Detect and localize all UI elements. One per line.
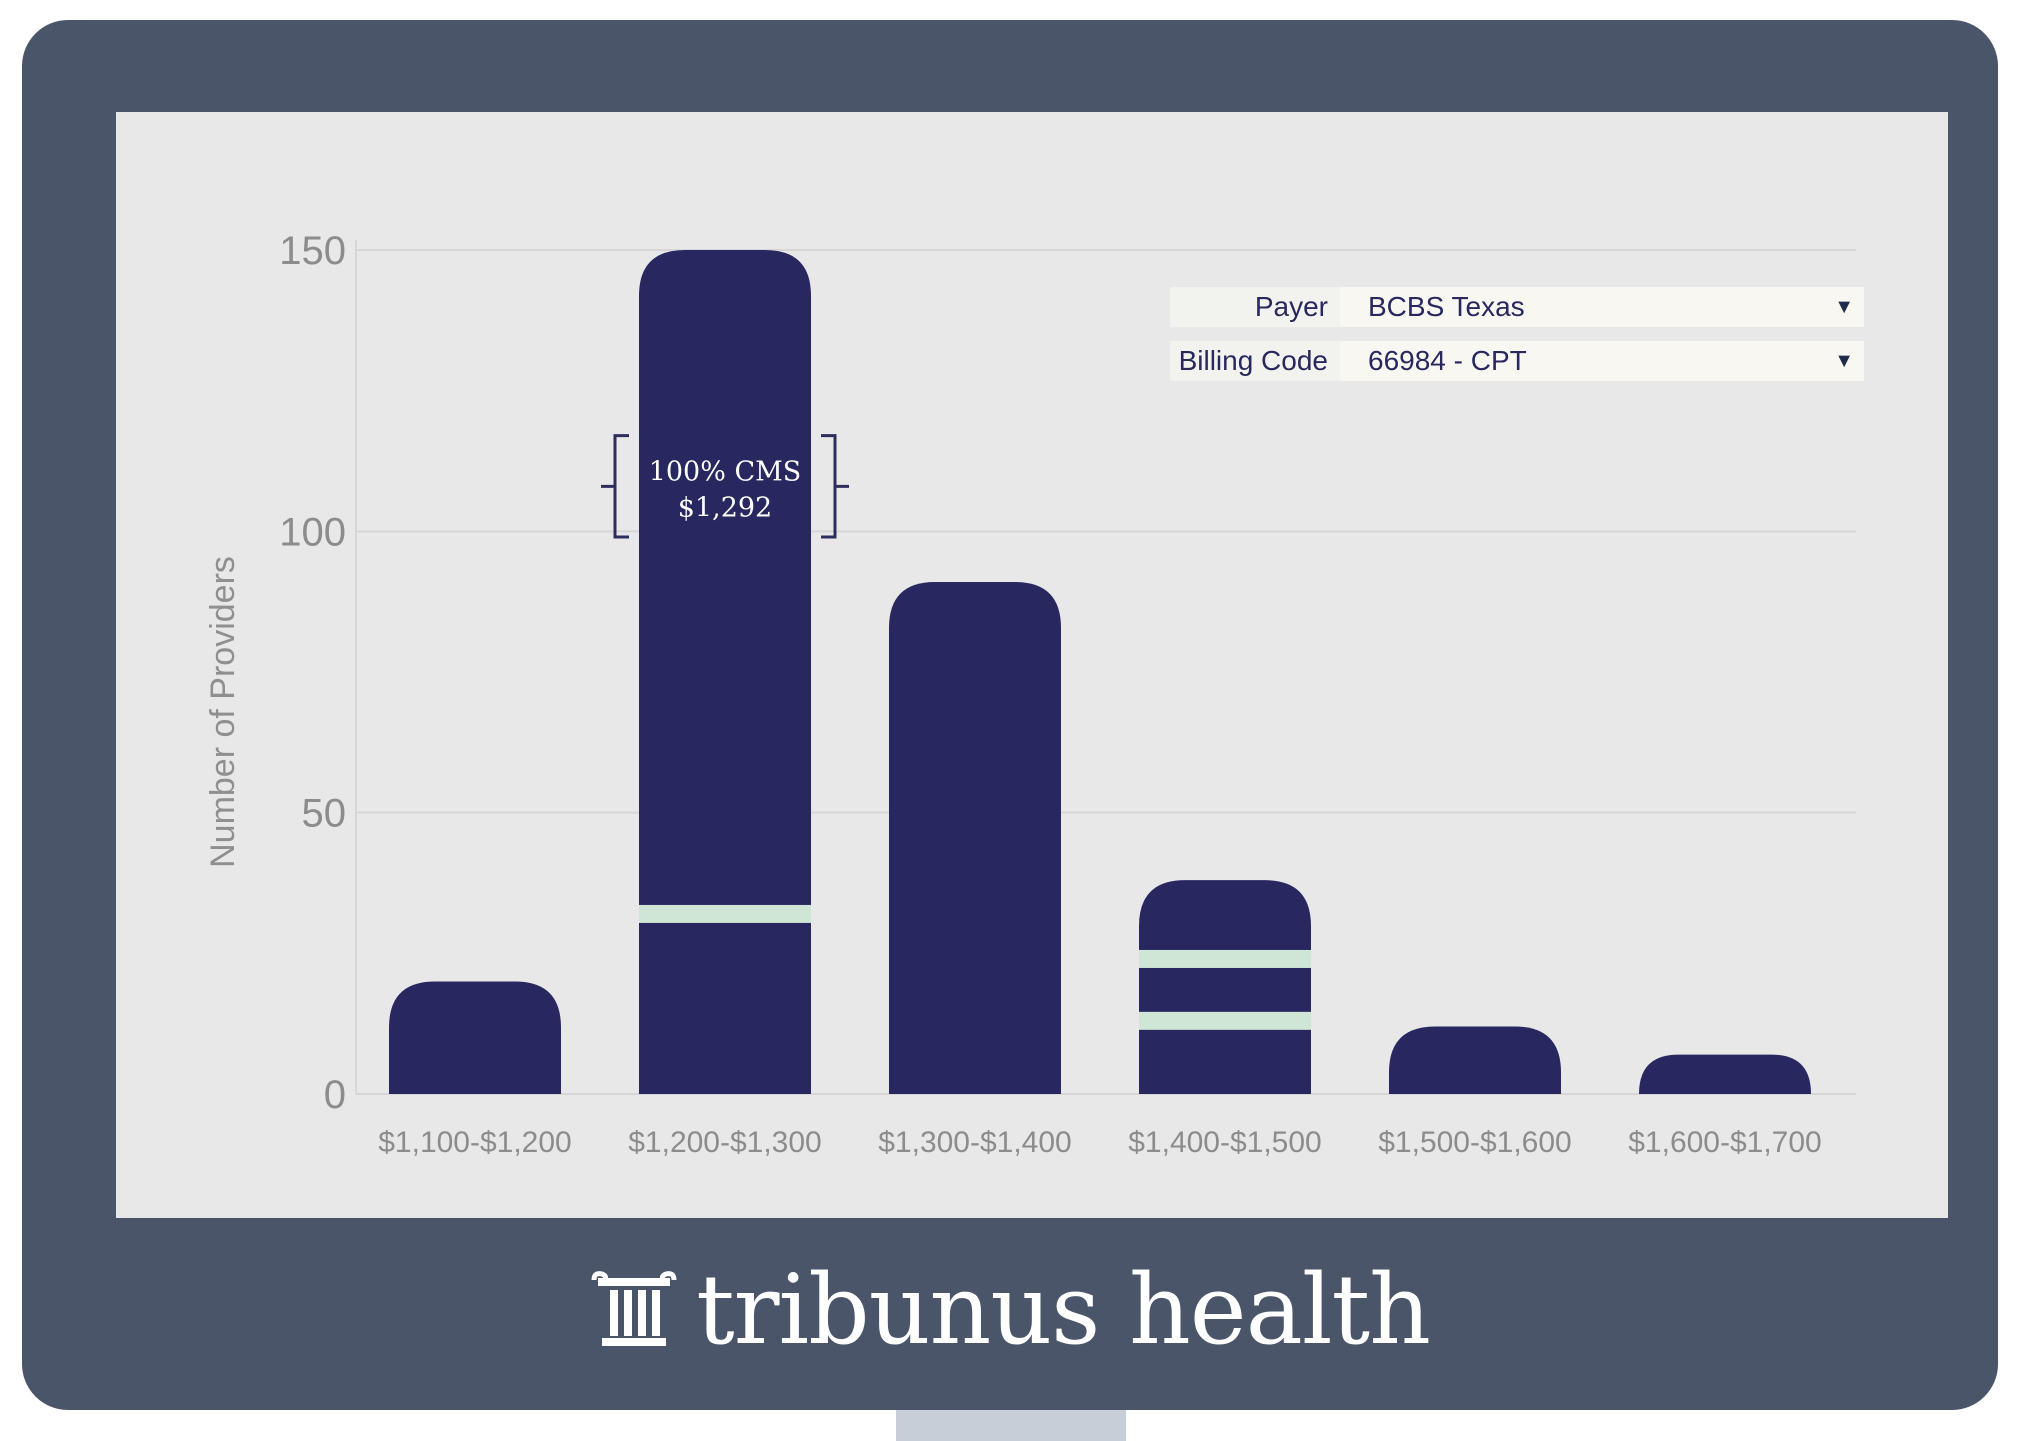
y-tick-label: 150: [279, 229, 346, 273]
monitor-frame: 0 50 100 150 Number of Providers $1,100-$1,20…: [22, 20, 1998, 1410]
bar-$1,500-$1,600: [1389, 1026, 1561, 1094]
cms-bracket-right: [821, 434, 849, 539]
filter-panel: Payer BCBS Texas ▼ Billing Code 66984 - …: [1170, 287, 1864, 395]
provider-highlight-band: [1139, 949, 1311, 968]
billing-code-filter: Billing Code 66984 - CPT ▼: [1170, 341, 1864, 381]
payer-dropdown[interactable]: BCBS Texas ▼: [1340, 287, 1864, 327]
chevron-down-icon: ▼: [1834, 296, 1854, 318]
bar-$1,400-$1,500: [1139, 880, 1311, 1094]
payer-label: Payer: [1170, 287, 1340, 327]
y-axis-title: Number of Providers: [204, 556, 242, 868]
monitor-stand: [896, 1405, 1126, 1441]
payer-filter: Payer BCBS Texas ▼: [1170, 287, 1864, 327]
x-tick-label: $1,200-$1,300: [628, 1126, 822, 1159]
cms-reference-label: 100% CMS: [649, 456, 802, 487]
y-tick-label: 100: [279, 510, 346, 554]
x-tick-label: $1,500-$1,600: [1378, 1126, 1572, 1159]
brand-footer: tribunus health: [22, 1250, 1998, 1370]
dashboard-screen: 0 50 100 150 Number of Providers $1,100-$1,20…: [116, 112, 1948, 1218]
billing-code-selected-value: 66984 - CPT: [1368, 345, 1527, 376]
x-tick-label: $1,400-$1,500: [1128, 1126, 1322, 1159]
bar-$1,300-$1,400: [889, 581, 1061, 1094]
bar-$1,100-$1,200: [389, 981, 561, 1094]
bar-$1,600-$1,700: [1639, 1054, 1811, 1094]
y-tick-label: 0: [324, 1073, 346, 1117]
brand-name: tribunus health: [696, 1254, 1431, 1366]
billing-code-dropdown[interactable]: 66984 - CPT ▼: [1340, 341, 1864, 381]
payer-selected-value: BCBS Texas: [1368, 291, 1525, 322]
chevron-down-icon: ▼: [1834, 350, 1854, 372]
x-tick-label: $1,300-$1,400: [878, 1126, 1072, 1159]
y-tick-label: 50: [302, 792, 347, 836]
cms-reference-value: $1,292: [678, 492, 772, 523]
billing-code-label: Billing Code: [1170, 341, 1340, 381]
x-tick-label: $1,100-$1,200: [378, 1126, 572, 1159]
x-tick-label: $1,600-$1,700: [1628, 1126, 1822, 1159]
cms-bracket-left: [601, 434, 629, 539]
provider-highlight-band: [1139, 1011, 1311, 1030]
provider-highlight-band: [639, 904, 811, 923]
provider-price-histogram: 0 50 100 150 Number of Providers $1,100-$1,20…: [204, 229, 1856, 1159]
bar-$1,200-$1,300: [639, 250, 811, 1094]
column-icon: [591, 1271, 677, 1346]
